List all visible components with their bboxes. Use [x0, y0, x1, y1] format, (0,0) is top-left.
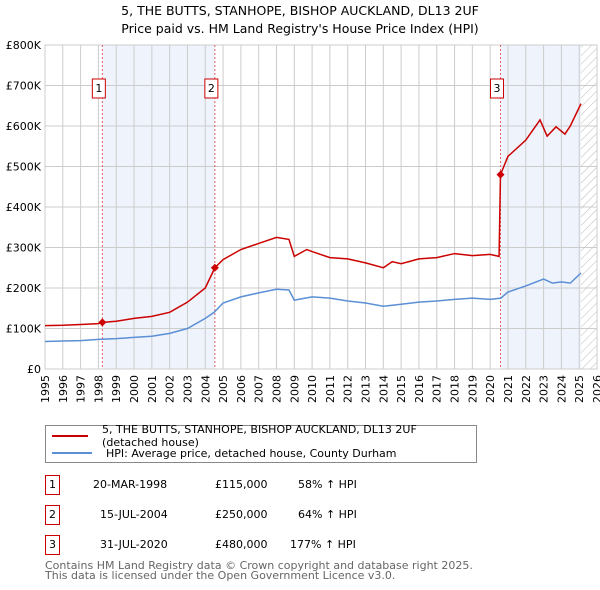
y-tick-label: £700K — [6, 80, 42, 93]
sale-row: 1 20-MAR-1998 £115,000 58% ↑ HPI — [45, 475, 545, 495]
footer: Contains HM Land Registry data © Crown c… — [45, 559, 473, 582]
x-tick-label: 2011 — [324, 375, 337, 403]
x-tick-label: 2010 — [306, 375, 319, 403]
sale-badge: 3 — [45, 535, 60, 555]
y-tick-label: £300K — [6, 242, 42, 255]
x-tick-label: 2025 — [573, 375, 586, 403]
legend-red-line — [52, 435, 89, 437]
hpi-line — [44, 272, 582, 343]
x-tick-label: 2005 — [217, 375, 230, 403]
sale-badge-label: 2 — [208, 82, 215, 95]
sale-price: £115,000 — [215, 478, 268, 491]
y-tick-label: £500K — [6, 161, 42, 174]
x-tick-label: 2026 — [591, 375, 600, 403]
legend: 5, THE BUTTS, STANHOPE, BISHOP AUCKLAND,… — [45, 423, 477, 463]
sale-row: 2 15-JUL-2004 £250,000 64% ↑ HPI — [45, 505, 545, 525]
sale-badge-label: 3 — [493, 82, 500, 95]
x-tick-label: 2000 — [128, 375, 141, 403]
x-tick-label: 2009 — [288, 375, 301, 403]
legend-label-hpi: HPI: Average price, detached house, Coun… — [106, 446, 397, 460]
chart-title: 5, THE BUTTS, STANHOPE, BISHOP AUCKLAND,… — [121, 3, 479, 18]
sale-date: 31-JUL-2020 — [100, 538, 168, 551]
sale-date: 20-MAR-1998 — [93, 478, 168, 491]
x-tick-label: 2024 — [555, 375, 568, 403]
sale-point — [210, 263, 219, 272]
plot-area: 1995 1996 1997 1998 1999 2000 2001 2002 2003 2004… — [6, 39, 600, 403]
chart-subtitle: Price paid vs. HM Land Registry's House … — [121, 21, 479, 36]
sale-point — [496, 170, 505, 179]
x-tick-label: 2008 — [270, 375, 283, 403]
footer-line-1: Contains HM Land Registry data © Crown c… — [45, 559, 473, 572]
sale-badge-label: 1 — [95, 82, 102, 95]
legend-blue-line — [52, 452, 92, 454]
x-tick-label: 2013 — [360, 375, 373, 403]
sale-row: 3 31-JUL-2020 £480,000 177% ↑ HPI — [45, 535, 545, 555]
y-tick-label: £100K — [6, 323, 42, 336]
x-tick-label: 2015 — [395, 375, 408, 403]
x-tick-label: 2016 — [413, 375, 426, 403]
x-tick-label: 2022 — [520, 375, 533, 403]
x-tick-label: 2006 — [235, 375, 248, 403]
y-tick-label: £0 — [27, 363, 41, 376]
plot-border — [44, 44, 598, 370]
x-tick-label: 2001 — [146, 375, 159, 403]
sale-hpi-change: 177% ↑ HPI — [290, 538, 356, 551]
sale-badge: 2 — [45, 505, 60, 525]
x-tick-label: 1997 — [75, 375, 88, 403]
sale-date: 15-JUL-2004 — [100, 508, 168, 521]
x-tick-label: 2002 — [164, 375, 177, 403]
x-tick-label: 2003 — [181, 375, 194, 403]
y-tick-label: £200K — [6, 282, 42, 295]
x-tick-label: 2007 — [253, 375, 266, 403]
sale-hpi-change: 64% ↑ HPI — [298, 508, 357, 521]
x-tick-label: 2018 — [449, 375, 462, 403]
sale-price: £250,000 — [215, 508, 268, 521]
legend-label-property: 5, THE BUTTS, STANHOPE, BISHOP AUCKLAND,… — [102, 423, 417, 449]
x-tick-label: 2021 — [502, 375, 515, 403]
sale-point — [98, 318, 107, 327]
x-tick-label: 2017 — [431, 375, 444, 403]
sale-price: £480,000 — [215, 538, 268, 551]
x-tick-label: 1998 — [92, 375, 105, 403]
y-tick-label: £800K — [6, 39, 42, 52]
x-tick-label: 2012 — [342, 375, 355, 403]
x-tick-label: 2020 — [484, 375, 497, 403]
y-tick-label: £600K — [6, 120, 42, 133]
x-tick-label: 1995 — [39, 375, 52, 403]
x-tick-label: 2019 — [466, 375, 479, 403]
sale-hpi-change: 58% ↑ HPI — [298, 478, 357, 491]
x-tick-label: 2023 — [538, 375, 551, 403]
footer-line-2: This data is licensed under the Open Gov… — [45, 569, 396, 582]
property-price-line — [44, 103, 582, 327]
sale-badge — [489, 78, 504, 99]
x-tick-label: 2014 — [377, 375, 390, 403]
sale-badge — [204, 78, 219, 99]
sale-badge: 1 — [45, 475, 60, 495]
x-tick-label: 1999 — [110, 375, 123, 403]
x-tick-label: 1996 — [57, 375, 70, 403]
x-tick-label: 2004 — [199, 375, 212, 403]
y-tick-label: £400K — [6, 201, 42, 214]
sale-badge — [91, 78, 106, 99]
